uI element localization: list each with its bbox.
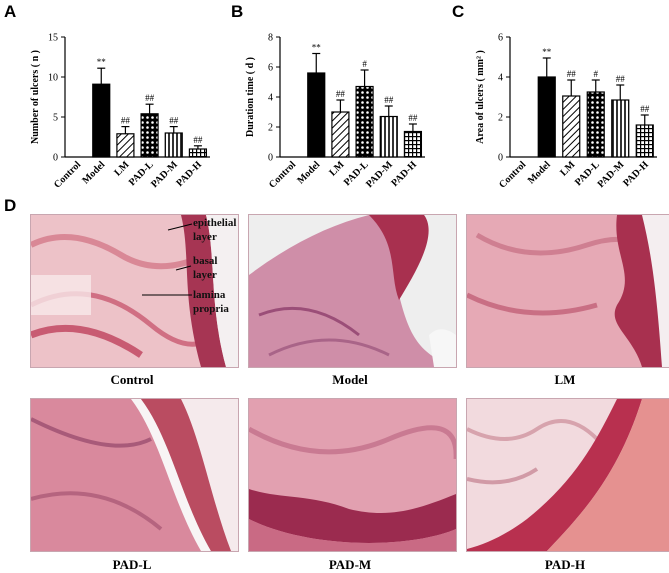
y-tick-label: 8 bbox=[268, 33, 273, 44]
y-tick-label: 0 bbox=[53, 153, 58, 164]
significance-mark: ** bbox=[312, 43, 322, 53]
panel-letter-c: C bbox=[452, 2, 465, 21]
annotation-epithelial: epithelial bbox=[193, 217, 236, 229]
y-tick-label: 5 bbox=[53, 113, 58, 124]
annotation-lamina: lamina bbox=[193, 289, 226, 301]
caption-model: Model bbox=[332, 372, 368, 387]
annotation-basal: basal bbox=[193, 255, 217, 267]
caption-pad-m: PAD-M bbox=[328, 557, 372, 572]
micrograph-control bbox=[30, 214, 239, 368]
annotation-propria: propria bbox=[193, 303, 229, 315]
caption-lm: LM bbox=[554, 372, 576, 387]
y-tick-label: 0 bbox=[268, 153, 273, 164]
y-tick-label: 6 bbox=[268, 63, 273, 74]
significance-mark: ## bbox=[145, 93, 155, 103]
y-tick-label: 15 bbox=[48, 33, 58, 44]
caption-control: Control bbox=[110, 372, 154, 387]
caption-pad-l: PAD-L bbox=[112, 557, 152, 572]
y-tick-label: 4 bbox=[268, 93, 273, 104]
y-tick-label: 2 bbox=[268, 123, 273, 134]
y-axis-label: Area of ulcers ( mm² ) bbox=[475, 50, 486, 144]
y-tick-label: 0 bbox=[498, 153, 503, 164]
annotation-layer-2: layer bbox=[193, 269, 217, 281]
significance-mark: ** bbox=[542, 47, 552, 57]
y-axis-label: Duration time ( d ) bbox=[245, 57, 256, 137]
panel-letter-a: A bbox=[4, 2, 17, 21]
significance-mark: ## bbox=[640, 104, 650, 114]
micrograph-pad-h bbox=[466, 398, 669, 552]
significance-mark: ## bbox=[384, 95, 394, 105]
panel-letter-d: D bbox=[4, 196, 17, 215]
significance-mark: ## bbox=[408, 113, 418, 123]
significance-mark: ## bbox=[567, 69, 577, 79]
caption-pad-h: PAD-H bbox=[544, 557, 586, 572]
micrograph-pad-l bbox=[30, 398, 239, 552]
y-axis-label: Number of ulcers ( n ) bbox=[30, 50, 41, 144]
significance-mark: ## bbox=[616, 74, 626, 84]
significance-mark: ## bbox=[121, 116, 131, 126]
significance-mark: ## bbox=[336, 89, 346, 99]
significance-mark: ## bbox=[169, 116, 179, 126]
micrograph-lm bbox=[466, 214, 669, 368]
annotation-layer-1: layer bbox=[193, 231, 217, 243]
micrograph-model bbox=[248, 214, 457, 368]
significance-mark: ## bbox=[193, 135, 203, 145]
y-tick-label: 10 bbox=[48, 73, 58, 84]
y-tick-label: 6 bbox=[498, 33, 503, 44]
micrograph-pad-m bbox=[248, 398, 457, 552]
panel-letter-b: B bbox=[231, 2, 244, 21]
y-tick-label: 2 bbox=[498, 113, 503, 124]
significance-mark: # bbox=[594, 69, 599, 79]
significance-mark: # bbox=[362, 59, 367, 69]
y-tick-label: 4 bbox=[498, 73, 503, 84]
significance-mark: ** bbox=[97, 57, 107, 67]
